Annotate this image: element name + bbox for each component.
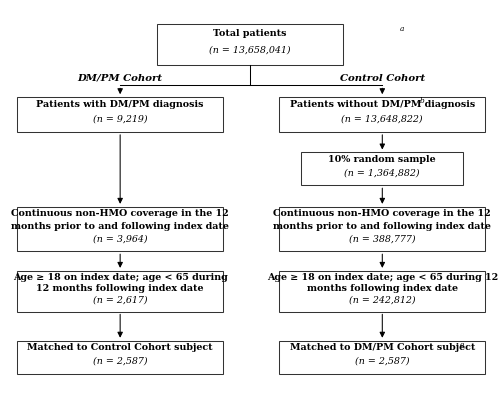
Text: Continuous non-HMO coverage in the 12: Continuous non-HMO coverage in the 12 (12, 209, 229, 218)
Text: months prior to and following index date: months prior to and following index date (11, 222, 229, 231)
Text: (n = 9,219): (n = 9,219) (93, 114, 148, 123)
FancyBboxPatch shape (17, 207, 223, 251)
Text: 12 months following index date: 12 months following index date (36, 284, 204, 293)
Text: Control Cohort: Control Cohort (340, 74, 425, 83)
Text: (n = 13,658,041): (n = 13,658,041) (209, 45, 291, 54)
Text: Age ≥ 18 on index date; age < 65 during: Age ≥ 18 on index date; age < 65 during (13, 273, 228, 282)
Text: (n = 388,777): (n = 388,777) (349, 235, 416, 244)
Text: (n = 2,617): (n = 2,617) (93, 296, 148, 305)
Text: months prior to and following index date: months prior to and following index date (274, 222, 491, 231)
FancyBboxPatch shape (302, 152, 463, 185)
Text: b: b (420, 97, 425, 105)
Text: (n = 1,364,882): (n = 1,364,882) (344, 168, 420, 177)
Text: e: e (460, 341, 464, 348)
Text: months following index date: months following index date (307, 284, 458, 293)
Text: DM/PM Cohort: DM/PM Cohort (78, 74, 162, 83)
FancyBboxPatch shape (157, 24, 343, 65)
Text: Age ≥ 18 on index date; age < 65 during 12: Age ≥ 18 on index date; age < 65 during … (266, 273, 498, 282)
Text: a: a (400, 25, 404, 33)
FancyBboxPatch shape (280, 207, 485, 251)
Text: Total patients: Total patients (213, 29, 287, 38)
FancyBboxPatch shape (280, 271, 485, 312)
Text: (n = 13,648,822): (n = 13,648,822) (342, 114, 423, 123)
Text: Patients without DM/PM diagnosis: Patients without DM/PM diagnosis (290, 100, 475, 109)
FancyBboxPatch shape (17, 341, 223, 373)
FancyBboxPatch shape (17, 271, 223, 312)
FancyBboxPatch shape (17, 97, 223, 132)
Text: Patients with DM/PM diagnosis: Patients with DM/PM diagnosis (36, 100, 204, 109)
Text: Matched to Control Cohort subject: Matched to Control Cohort subject (28, 343, 213, 352)
Text: 10% random sample: 10% random sample (328, 155, 436, 164)
Text: (n = 242,812): (n = 242,812) (349, 296, 416, 305)
Text: (n = 2,587): (n = 2,587) (93, 356, 148, 366)
Text: (n = 2,587): (n = 2,587) (355, 356, 410, 366)
Text: Matched to DM/PM Cohort subject: Matched to DM/PM Cohort subject (290, 343, 475, 352)
FancyBboxPatch shape (280, 97, 485, 132)
Text: Continuous non-HMO coverage in the 12: Continuous non-HMO coverage in the 12 (274, 209, 491, 218)
FancyBboxPatch shape (280, 341, 485, 373)
Text: (n = 3,964): (n = 3,964) (93, 235, 148, 244)
